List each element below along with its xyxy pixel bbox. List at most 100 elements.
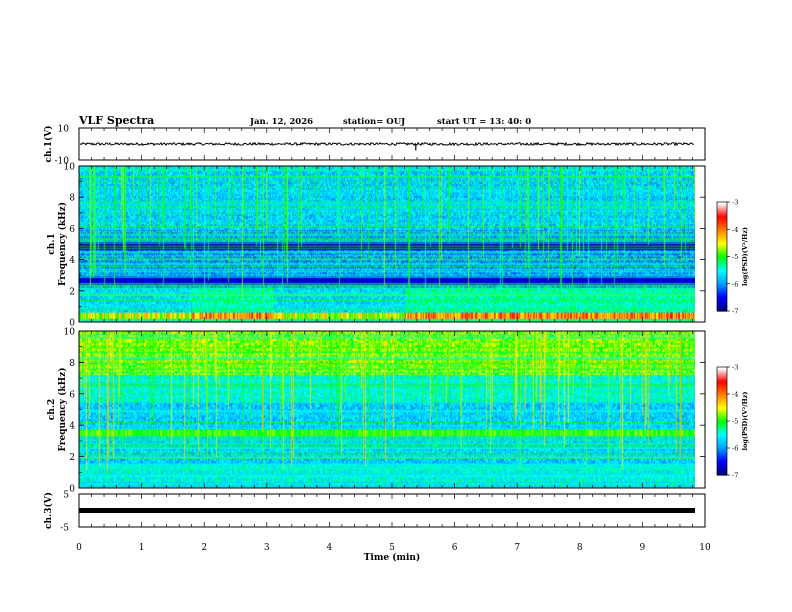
colorbar-segment: [717, 256, 727, 259]
figure-title: VLF Spectra: [78, 114, 154, 127]
observation-date: Jan. 12, 2026: [249, 117, 313, 127]
y-tick-label: 10: [64, 328, 76, 338]
colorbar-segment: [717, 229, 727, 232]
colorbar-segment: [717, 211, 727, 214]
x-tick-label: 10: [699, 543, 711, 553]
colorbar-tick-label: -5: [732, 253, 738, 261]
colorbar-segment: [717, 283, 727, 287]
colorbar-segment: [717, 471, 727, 474]
colorbar-segment: [717, 424, 727, 427]
colorbar-segment: [717, 300, 727, 303]
time-axis: 0 1 2 3 4 5 6 7 8 9 10 Time (min): [76, 543, 711, 563]
colorbar-segment: [717, 437, 727, 440]
colorbar-segment: [717, 281, 727, 285]
colorbar-segment: [717, 214, 727, 218]
colorbar-segment: [717, 448, 727, 451]
colorbar-segment: [717, 298, 727, 301]
y-tick-label: 10: [58, 125, 70, 135]
colorbar-segment: [717, 238, 727, 241]
colorbar-segment: [717, 305, 727, 308]
ch1-colorbar: -3 -4 -5 -6 -7 log(PSD)(V²/Hz): [716, 199, 749, 316]
colorbar-segment: [717, 388, 727, 391]
y-axis-label: ch.1(V): [43, 126, 54, 163]
colorbar-segment: [717, 261, 727, 265]
y-tick-label: 2: [69, 453, 75, 463]
colorbar-segment: [717, 227, 727, 230]
colorbar-segment: [717, 287, 727, 290]
x-tick-label: 3: [264, 543, 270, 553]
colorbar-segment: [717, 205, 727, 209]
colorbar-segment: [717, 417, 727, 420]
colorbar-segment: [717, 403, 727, 406]
y-axis-label-channel: ch.2: [47, 399, 57, 420]
colorbar-segment: [717, 254, 727, 258]
colorbar-segment: [717, 376, 727, 379]
waveform-trace: [79, 141, 695, 147]
x-tick-label: 8: [577, 543, 583, 553]
colorbar-segment: [717, 212, 727, 216]
colorbar-segment: [717, 276, 727, 279]
colorbar-segment: [717, 285, 727, 288]
colorbar-segment: [717, 385, 727, 388]
colorbar-segment: [717, 430, 727, 433]
colorbar-segment: [717, 372, 727, 375]
colorbar-segment: [717, 278, 727, 281]
colorbar-segment: [717, 260, 727, 263]
start-time: start UT = 13: 40: 0: [437, 117, 531, 127]
x-tick-label: 1: [139, 543, 145, 553]
spectrogram-image: [79, 166, 695, 322]
colorbar-segment: [717, 426, 727, 429]
colorbar-segment: [717, 232, 727, 236]
colorbar-tick-label: -7: [732, 308, 738, 316]
colorbar-segment: [717, 455, 727, 458]
colorbar-segment: [717, 265, 727, 268]
colorbar-segment: [717, 421, 727, 424]
colorbar-segment: [717, 271, 727, 274]
colorbar-segment: [717, 377, 727, 381]
colorbar-segment: [717, 473, 727, 476]
colorbar-segment: [717, 309, 727, 312]
colorbar-segment: [717, 395, 727, 399]
colorbar-segment: [717, 422, 727, 426]
colorbar-tick-label: -6: [732, 280, 738, 288]
y-tick-label: 8: [69, 194, 75, 204]
colorbar-segment: [717, 383, 727, 386]
ch2-colorbar: -3 -4 -5 -6 -7 log(PSD)(V²/Hz): [716, 364, 749, 480]
colorbar-tick-label: -6: [732, 445, 738, 453]
ch1-spectrogram-panel: 0 2 4 6 8 10 ch.1 Frequency (kHz): [47, 163, 706, 329]
colorbar-segment: [717, 267, 727, 270]
colorbar-segment: [717, 221, 727, 225]
x-tick-label: 9: [640, 543, 646, 553]
colorbar-segment: [717, 466, 727, 469]
colorbar-segment: [717, 280, 727, 283]
y-tick-label: 6: [69, 390, 75, 400]
colorbar-segment: [717, 231, 727, 234]
colorbar-segment: [717, 249, 727, 252]
station-name: station= OUJ: [343, 117, 405, 127]
colorbar-segment: [717, 252, 727, 256]
colorbar-segment: [717, 243, 727, 247]
ch3-waveform-panel: 5 -5 ch.3(V): [43, 491, 706, 534]
colorbar-segment: [717, 216, 727, 219]
colorbar-segment: [717, 428, 727, 431]
y-axis-label: ch.3(V): [43, 492, 54, 529]
colorbar-segment: [717, 386, 727, 390]
colorbar-segment: [717, 453, 727, 456]
colorbar-segment: [717, 263, 727, 267]
spectrogram-image: [79, 331, 695, 488]
colorbar-segment: [717, 381, 727, 384]
colorbar-tick-label: -4: [732, 226, 738, 234]
x-tick-label: 7: [514, 543, 520, 553]
colorbar-segment: [717, 207, 727, 210]
y-tick-label: 0: [69, 485, 75, 495]
colorbar-tick-label: -7: [732, 472, 738, 480]
colorbar-segment: [717, 451, 727, 454]
y-tick-label: 4: [69, 256, 75, 266]
colorbar-label: log(PSD)(V²/Hz): [741, 392, 749, 451]
colorbar-segment: [717, 379, 727, 382]
colorbar-segment: [717, 410, 727, 413]
y-axis-label-channel: ch.1: [47, 233, 57, 254]
y-tick-label: -5: [60, 524, 69, 534]
